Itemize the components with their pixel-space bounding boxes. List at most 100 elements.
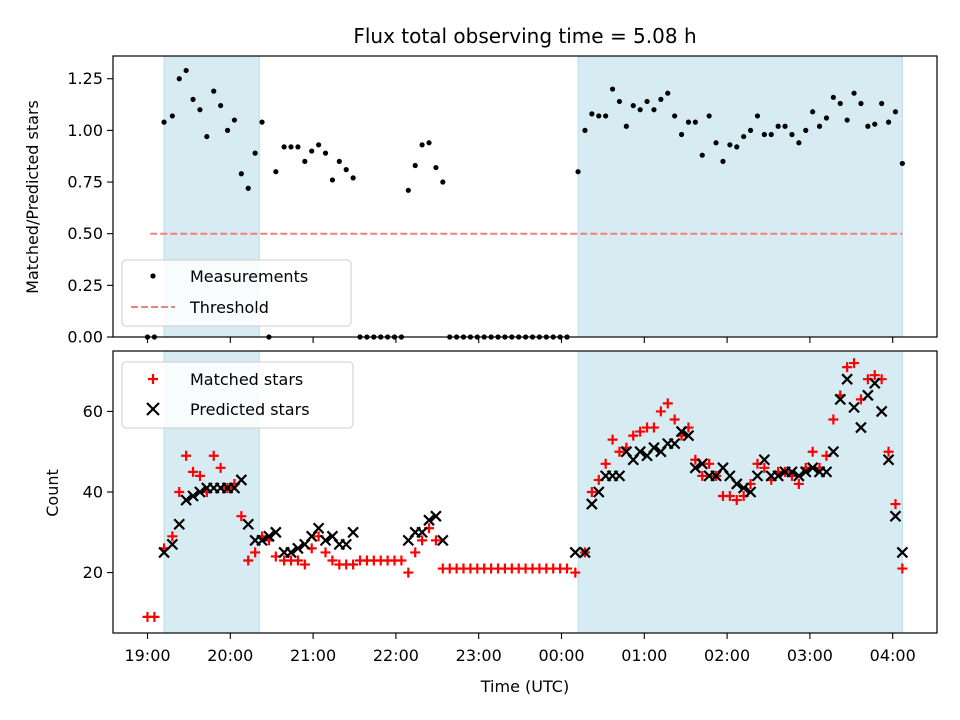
matched-star-point (731, 495, 742, 506)
predicted-star-point (786, 466, 798, 478)
measurement-point (582, 127, 588, 133)
measurement-point (603, 113, 609, 119)
predicted-star-point (634, 445, 646, 458)
x-tick-label: 19:00 (124, 646, 170, 665)
measurement-point (823, 115, 830, 121)
x-tick-label: 03:00 (787, 646, 833, 665)
measurement-point (623, 123, 629, 129)
predicted-star-point (263, 530, 275, 543)
predicted-star-point (416, 526, 428, 539)
y-tick-label: 40 (83, 483, 103, 502)
x-tick-label: 21:00 (290, 646, 336, 665)
matched-star-point (410, 547, 421, 558)
measurement-point (754, 113, 761, 119)
matched-star-point (662, 398, 673, 409)
measurement-point (616, 98, 623, 105)
matched-star-point (417, 535, 428, 546)
predicted-star-point (848, 401, 860, 414)
measurement-point (630, 102, 636, 109)
predicted-star-point (868, 377, 881, 390)
matched-star-point (194, 470, 205, 481)
matched-star-point (243, 555, 254, 566)
y-tick-label: 60 (83, 402, 103, 421)
x-axis-label: Time (UTC) (480, 677, 569, 696)
measurement-point (768, 131, 774, 138)
legend-box (121, 259, 352, 327)
predicted-star-point (696, 458, 709, 470)
measurement-point (892, 109, 899, 115)
matched-star-point (807, 446, 818, 457)
measurement-point (190, 96, 196, 102)
predicted-star-point (347, 526, 359, 539)
predicted-star-point (751, 470, 764, 482)
matched-star-point (759, 462, 770, 473)
measurement-point (197, 107, 203, 113)
predicted-star-point (166, 538, 179, 551)
measurement-point (782, 123, 788, 129)
measurement-point (281, 144, 287, 150)
measurement-point (713, 140, 719, 146)
matched-star-point (167, 531, 178, 542)
matched-star-point (320, 547, 331, 558)
measurement-point (816, 123, 823, 129)
predicted-star-point (820, 466, 833, 478)
x-tick-label: 01:00 (621, 646, 667, 665)
measurement-point (672, 113, 678, 119)
measurement-point (665, 90, 671, 96)
y-tick-label: 0.00 (67, 328, 103, 347)
y-tick-label: 1.00 (67, 121, 103, 140)
matched-star-point (430, 535, 441, 546)
measurement-point (218, 102, 224, 109)
predicted-star-point (730, 478, 743, 490)
measurement-point (575, 169, 581, 175)
matched-star-point (724, 491, 735, 502)
matched-star-point (697, 470, 708, 481)
predicted-star-point (180, 494, 192, 506)
bottom-y-axis-label: Count (43, 469, 62, 517)
measurement-point (879, 100, 885, 107)
measurement-point (252, 150, 258, 156)
predicted-star-point (586, 498, 598, 510)
predicted-star-point (682, 429, 695, 442)
y-tick-label: 20 (83, 563, 103, 582)
measurement-point (405, 187, 411, 193)
matched-star-point (635, 426, 646, 437)
measurement-point (885, 119, 892, 125)
top-y-axis-label: Matched/Predicted stars (23, 100, 42, 294)
measurement-point (851, 90, 857, 96)
measurement-point (176, 76, 182, 82)
measurement-point (810, 109, 816, 115)
matched-star-point (208, 450, 219, 461)
matched-star-point (704, 458, 715, 469)
matched-star-point (188, 466, 199, 477)
predicted-star-point (285, 546, 297, 559)
measurement-point (692, 119, 698, 125)
x-tick-label: 23:00 (456, 646, 502, 665)
measurement-point (734, 144, 740, 150)
measurement-point (329, 177, 336, 183)
predicted-star-point (862, 389, 874, 402)
measurement-point (259, 119, 265, 125)
measurement-point (844, 117, 850, 123)
x-tick-label: 04:00 (870, 646, 916, 665)
matched-star-point (793, 478, 804, 489)
matched-star-point (562, 563, 573, 574)
x-tick-label: 22:00 (373, 646, 419, 665)
x-tick-label: 02:00 (704, 646, 750, 665)
x-tick-label: 20:00 (207, 646, 253, 665)
predicted-star-point (834, 393, 847, 406)
measurement-point (658, 96, 664, 102)
matched-star-point (883, 446, 894, 457)
measurement-point (426, 140, 432, 146)
predicted-star-point (592, 486, 605, 498)
legend-predicted-label: Predicted stars (190, 400, 310, 419)
predicted-star-point (235, 474, 248, 486)
matched-star-point (607, 434, 618, 445)
measurement-point (796, 140, 802, 146)
measurement-point (316, 142, 322, 148)
measurement-point (678, 131, 685, 138)
predicted-star-point (579, 546, 591, 559)
measurement-point (245, 185, 251, 191)
measurement-point (637, 107, 643, 113)
y-tick-label: 1.25 (67, 69, 103, 88)
